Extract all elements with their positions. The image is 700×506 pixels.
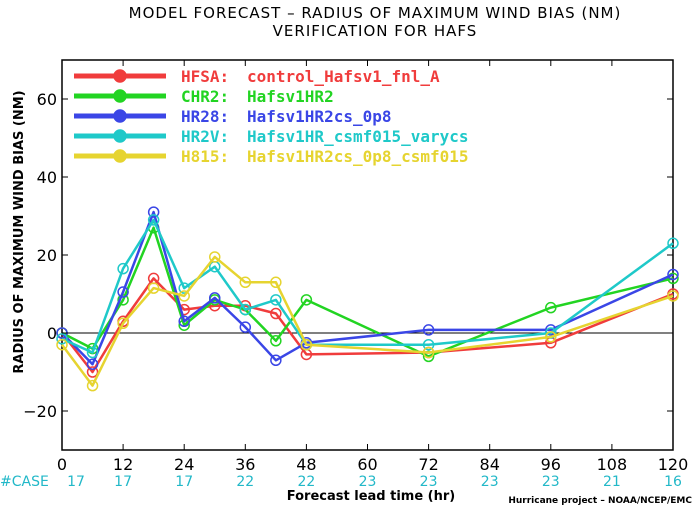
y-tick-label: 0 bbox=[47, 324, 57, 343]
y-axis-label: RADIUS OF MAXIMUM WIND BIAS (NM) bbox=[12, 90, 27, 373]
case-label: #CASE bbox=[0, 474, 49, 490]
x-axis-ticks: 0 12 24 36 48 60 72 84 96 108 120 bbox=[57, 60, 688, 474]
x-axis-label: Forecast lead time (hr) bbox=[287, 489, 455, 504]
legend-swatch-marker bbox=[113, 149, 127, 163]
x-tick-label: 84 bbox=[480, 455, 500, 474]
y-tick-label: −20 bbox=[23, 402, 57, 421]
x-tick-label: 48 bbox=[296, 455, 316, 474]
data-point bbox=[147, 206, 160, 218]
data-point bbox=[86, 379, 99, 392]
x-tick-label: 108 bbox=[597, 455, 628, 474]
legend-item: H815: Hafsv1HR2cs_0p8_csmf015 bbox=[74, 147, 469, 166]
case-count: 21 bbox=[603, 474, 621, 490]
series-line bbox=[61, 218, 674, 354]
legend-item: HR28: Hafsv1HR2cs_0p8 bbox=[74, 107, 392, 126]
x-tick-label: 96 bbox=[541, 455, 561, 474]
legend-swatch-marker bbox=[113, 69, 127, 83]
case-count: 23 bbox=[481, 474, 499, 490]
case-count: 23 bbox=[359, 474, 377, 490]
data-point bbox=[300, 338, 313, 351]
legend-swatch-marker bbox=[113, 129, 127, 143]
case-count: 17 bbox=[175, 474, 193, 490]
chart-title: MODEL FORECAST – RADIUS OF MAXIMUM WIND … bbox=[129, 4, 622, 22]
data-point bbox=[300, 294, 313, 306]
legend-description: Hafsv1HR2cs_0p8 bbox=[247, 107, 392, 126]
series-line bbox=[61, 226, 674, 358]
data-point bbox=[56, 338, 68, 351]
series-line bbox=[61, 210, 674, 366]
legend-description: Hafsv1HR_csmf015_varycs bbox=[247, 127, 469, 146]
case-counts: #CASE 17 17 17 22 22 23 23 23 23 21 16 bbox=[0, 474, 682, 490]
series-h815 bbox=[56, 251, 679, 392]
legend-label: HFSA: bbox=[181, 67, 229, 86]
data-point bbox=[86, 346, 99, 359]
y-tick-label: 40 bbox=[37, 168, 57, 187]
x-tick-label: 0 bbox=[57, 455, 67, 474]
case-count: 22 bbox=[236, 474, 254, 490]
y-tick-label: 60 bbox=[37, 90, 57, 109]
data-point bbox=[270, 294, 282, 306]
y-axis-ticks: −20 0 20 40 60 bbox=[23, 90, 673, 421]
data-point bbox=[56, 333, 68, 345]
data-point bbox=[667, 237, 679, 250]
data-point bbox=[178, 315, 190, 328]
legend-label: CHR2: bbox=[181, 87, 229, 106]
data-point bbox=[422, 338, 435, 351]
series-line bbox=[60, 255, 674, 387]
data-point bbox=[147, 282, 160, 294]
data-point bbox=[545, 331, 557, 343]
case-count: 16 bbox=[664, 474, 682, 490]
data-point bbox=[239, 303, 252, 316]
legend-description: control_Hafsv1_fnl_A bbox=[247, 67, 440, 86]
data-point bbox=[667, 290, 679, 302]
chart-subtitle: VERIFICATION FOR HAFS bbox=[273, 22, 478, 40]
data-point bbox=[86, 358, 99, 370]
data-point bbox=[667, 268, 679, 281]
case-count: 23 bbox=[420, 474, 438, 490]
x-tick-label: 36 bbox=[235, 455, 255, 474]
credit-text: Hurricane project – NOAA/NCEP/EMC bbox=[508, 496, 692, 506]
legend-item: CHR2: Hafsv1HR2 bbox=[74, 87, 334, 106]
data-point bbox=[270, 335, 282, 347]
series-group bbox=[56, 206, 679, 392]
y-tick-label: 20 bbox=[37, 246, 57, 265]
case-count: 17 bbox=[114, 474, 132, 490]
data-point bbox=[209, 251, 221, 263]
data-point bbox=[147, 214, 160, 226]
data-point bbox=[117, 286, 129, 298]
legend-label: HR2V: bbox=[181, 127, 229, 146]
data-point bbox=[545, 301, 557, 314]
x-tick-label: 60 bbox=[357, 455, 377, 474]
legend-description: Hafsv1HR2cs_0p8_csmf015 bbox=[247, 147, 469, 166]
data-point bbox=[86, 366, 99, 378]
legend-swatch-marker bbox=[113, 89, 127, 103]
data-point bbox=[667, 272, 679, 285]
legend-item: HFSA: control_Hafsv1_fnl_A bbox=[74, 67, 440, 86]
data-point bbox=[422, 324, 435, 336]
data-point bbox=[422, 346, 435, 359]
case-count: 23 bbox=[542, 474, 560, 490]
case-count: 22 bbox=[297, 474, 315, 490]
legend-label: HR28: bbox=[181, 107, 229, 126]
data-point bbox=[239, 321, 252, 333]
x-tick-label: 120 bbox=[658, 455, 689, 474]
legend-item: HR2V: Hafsv1HR_csmf015_varycs bbox=[74, 127, 469, 146]
data-point bbox=[270, 276, 282, 289]
case-count: 17 bbox=[67, 474, 85, 490]
x-tick-label: 72 bbox=[418, 455, 438, 474]
data-point bbox=[239, 276, 252, 289]
legend-label: H815: bbox=[181, 147, 229, 166]
data-point bbox=[117, 317, 129, 329]
legend-description: Hafsv1HR2 bbox=[247, 87, 334, 106]
data-point bbox=[270, 307, 282, 320]
x-tick-label: 12 bbox=[113, 455, 133, 474]
data-point bbox=[209, 292, 221, 304]
data-point bbox=[117, 262, 129, 275]
legend-swatch-marker bbox=[113, 109, 127, 123]
data-point bbox=[178, 290, 190, 302]
data-point bbox=[270, 354, 282, 367]
x-tick-label: 24 bbox=[174, 455, 194, 474]
